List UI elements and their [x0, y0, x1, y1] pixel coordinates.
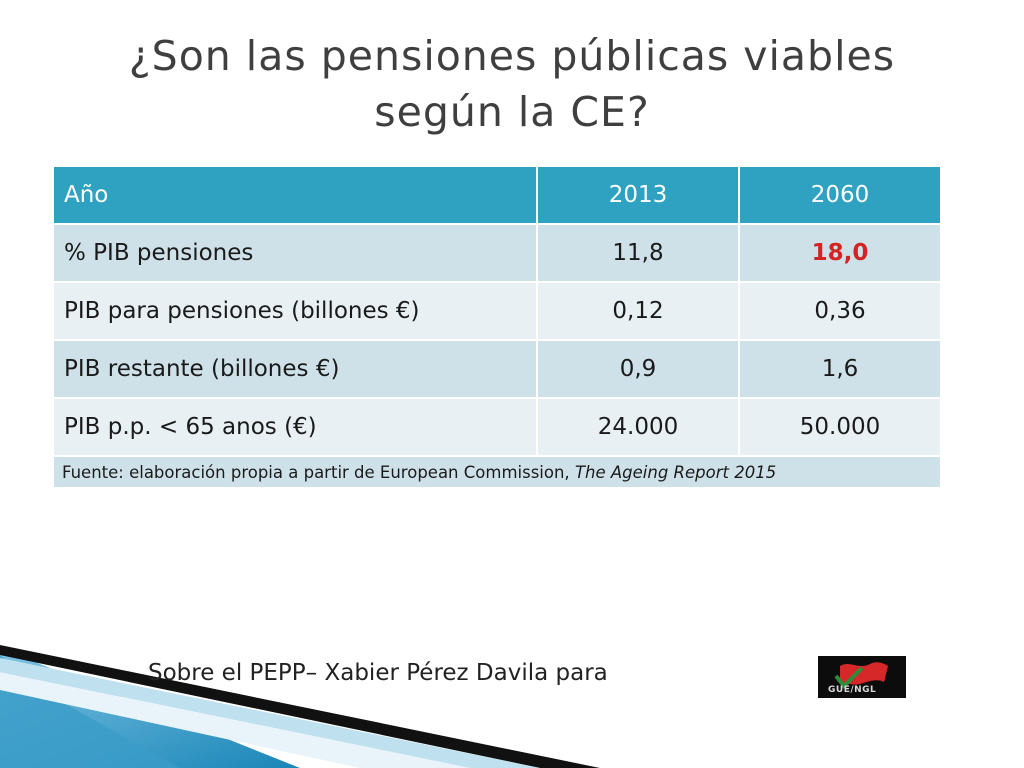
value-2013: 0,12 — [536, 281, 740, 341]
pensions-table: Año 2013 2060 % PIB pensiones 11,8 18,0 … — [52, 165, 942, 489]
value-2060: 1,6 — [738, 339, 942, 399]
gue-ngl-logo: GUE/NGL — [818, 656, 906, 698]
value-2013: 0,9 — [536, 339, 740, 399]
value-2060: 0,36 — [738, 281, 942, 341]
value-2060: 18,0 — [738, 223, 942, 283]
header-2013: 2013 — [536, 165, 740, 225]
slide-title: ¿Son las pensiones públicas viables segú… — [30, 28, 994, 140]
logo-text: GUE/NGL — [828, 685, 877, 695]
header-year: Año — [52, 165, 538, 225]
row-label: PIB restante (billones €) — [52, 339, 538, 399]
slide-title-line1: ¿Son las pensiones públicas viables — [128, 32, 896, 80]
footer-credit: Sobre el PEPP– Xabier Pérez Davila para — [148, 660, 608, 686]
flag-icon — [834, 662, 888, 689]
source-prefix: Fuente: elaboración propia a partir de E… — [62, 462, 575, 482]
table-row: PIB p.p. < 65 anos (€) 24.000 50.000 — [52, 397, 942, 457]
source-note: Fuente: elaboración propia a partir de E… — [52, 455, 942, 489]
value-2013: 24.000 — [536, 397, 740, 457]
source-report-title: The Ageing Report 2015 — [574, 462, 777, 482]
value-2060: 50.000 — [738, 397, 942, 457]
table-header-row: Año 2013 2060 — [52, 165, 942, 225]
table-row: % PIB pensiones 11,8 18,0 — [52, 223, 942, 283]
slide-title-line2: según la CE? — [374, 88, 650, 136]
table-source-row: Fuente: elaboración propia a partir de E… — [52, 455, 942, 489]
header-2060: 2060 — [738, 165, 942, 225]
table-row: PIB para pensiones (billones €) 0,12 0,3… — [52, 281, 942, 341]
row-label: % PIB pensiones — [52, 223, 538, 283]
table-row: PIB restante (billones €) 0,9 1,6 — [52, 339, 942, 399]
row-label: PIB p.p. < 65 anos (€) — [52, 397, 538, 457]
value-2013: 11,8 — [536, 223, 740, 283]
row-label: PIB para pensiones (billones €) — [52, 281, 538, 341]
